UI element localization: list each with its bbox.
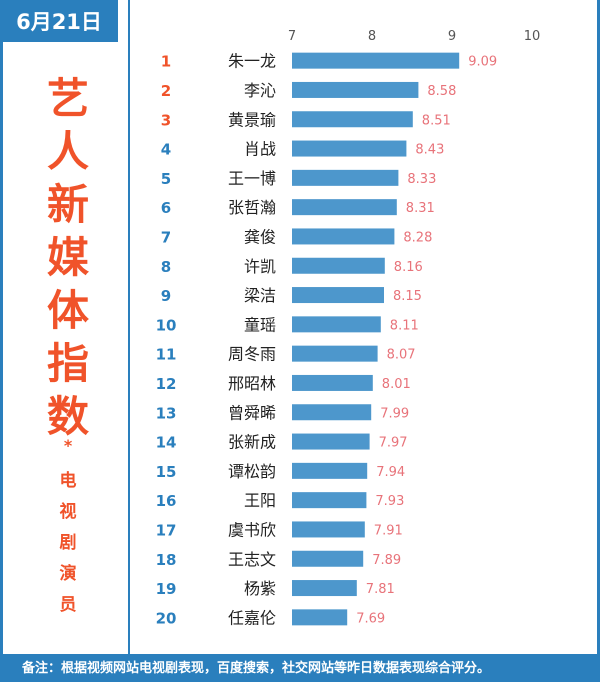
- value-label: 7.81: [366, 582, 395, 597]
- bar: [292, 521, 365, 538]
- rank-label: 12: [156, 375, 177, 393]
- value-label: 8.16: [394, 260, 423, 275]
- value-label: 8.58: [427, 84, 456, 99]
- rank-label: 5: [161, 170, 171, 188]
- value-label: 8.01: [382, 377, 411, 392]
- bar: [292, 316, 381, 333]
- rank-label: 19: [156, 580, 177, 598]
- bar: [292, 609, 348, 626]
- name-label: 曾舜晞: [228, 403, 276, 422]
- name-label: 龚俊: [244, 227, 276, 246]
- name-label: 张新成: [228, 433, 276, 452]
- rank-label: 13: [156, 404, 177, 422]
- x-tick-label: 9: [448, 29, 456, 44]
- side-star: *: [63, 436, 73, 455]
- bar: [292, 462, 368, 479]
- name-label: 梁洁: [244, 286, 276, 305]
- name-label: 肖战: [244, 140, 276, 159]
- bar: [292, 228, 395, 245]
- divider-line: [128, 0, 130, 654]
- rank-label: 16: [156, 492, 177, 510]
- x-tick-label: 7: [288, 29, 296, 44]
- rank-label: 20: [156, 609, 177, 627]
- footer-note: 备注：根据视频网站电视剧表现，百度搜索，社交网站等昨日数据表现综合评分。: [0, 654, 600, 682]
- date-badge: 6月21日: [0, 0, 118, 42]
- rank-label: 1: [161, 53, 171, 71]
- value-label: 7.93: [375, 494, 404, 509]
- name-label: 许凯: [244, 257, 276, 276]
- rank-label: 17: [156, 521, 177, 539]
- bar: [292, 199, 397, 216]
- rank-label: 8: [161, 258, 171, 276]
- bar: [292, 492, 367, 509]
- value-label: 8.07: [387, 348, 416, 363]
- rank-label: 9: [161, 287, 171, 305]
- rank-label: 7: [161, 228, 171, 246]
- rank-label: 11: [156, 346, 177, 364]
- rank-label: 10: [156, 316, 177, 334]
- value-label: 8.28: [403, 230, 432, 245]
- bar: [292, 433, 370, 450]
- bar: [292, 550, 364, 567]
- value-label: 8.43: [415, 143, 444, 158]
- bar: [292, 287, 384, 304]
- bar: [292, 81, 419, 98]
- name-label: 周冬雨: [228, 345, 276, 364]
- value-label: 8.15: [393, 289, 422, 304]
- name-label: 黄景瑜: [228, 110, 276, 129]
- value-label: 8.51: [422, 113, 451, 128]
- rank-label: 4: [161, 141, 171, 159]
- value-label: 7.69: [356, 611, 385, 626]
- bar: [292, 169, 399, 186]
- name-label: 王一博: [228, 169, 276, 188]
- value-label: 7.99: [380, 406, 409, 421]
- name-label: 谭松韵: [228, 462, 276, 481]
- side-subtitle: 电视剧演员: [59, 471, 77, 615]
- value-label: 8.11: [390, 318, 419, 333]
- value-label: 7.89: [372, 553, 401, 568]
- bar: [292, 257, 385, 274]
- bar-chart: 7 8 9 10 1 朱一龙 9.09 2 李沁 8.58 3 黄景瑜 8.51 4 肖战 8.43 5 王一博 8…: [156, 29, 541, 627]
- rank-label: 18: [156, 551, 177, 569]
- bar: [292, 580, 357, 597]
- bar: [292, 404, 372, 421]
- name-label: 王志文: [228, 550, 276, 569]
- side-title: 艺人新媒体指数: [46, 74, 89, 441]
- value-label: 7.97: [379, 436, 408, 451]
- name-label: 杨紫: [244, 579, 276, 598]
- name-label: 邢昭林: [228, 374, 276, 393]
- name-label: 任嘉伦: [228, 608, 276, 627]
- value-label: 8.31: [406, 201, 435, 216]
- x-tick-label: 10: [524, 29, 541, 44]
- value-label: 9.09: [468, 55, 497, 70]
- rank-label: 15: [156, 463, 177, 481]
- value-label: 7.91: [374, 523, 403, 538]
- name-label: 朱一龙: [228, 52, 276, 71]
- value-label: 8.33: [407, 172, 436, 187]
- bar: [292, 52, 460, 69]
- bar: [292, 140, 407, 157]
- value-label: 7.94: [376, 465, 405, 480]
- bar: [292, 111, 413, 128]
- name-label: 李沁: [244, 81, 276, 100]
- name-label: 张哲瀚: [228, 198, 276, 217]
- name-label: 王阳: [244, 491, 276, 510]
- x-tick-label: 8: [368, 29, 376, 44]
- name-label: 童瑶: [244, 315, 276, 334]
- name-label: 虞书欣: [228, 520, 276, 539]
- rank-label: 3: [161, 111, 171, 129]
- bar: [292, 374, 373, 391]
- rank-label: 14: [156, 434, 177, 452]
- rank-label: 6: [161, 199, 171, 217]
- rank-label: 2: [161, 82, 171, 100]
- bar: [292, 345, 378, 362]
